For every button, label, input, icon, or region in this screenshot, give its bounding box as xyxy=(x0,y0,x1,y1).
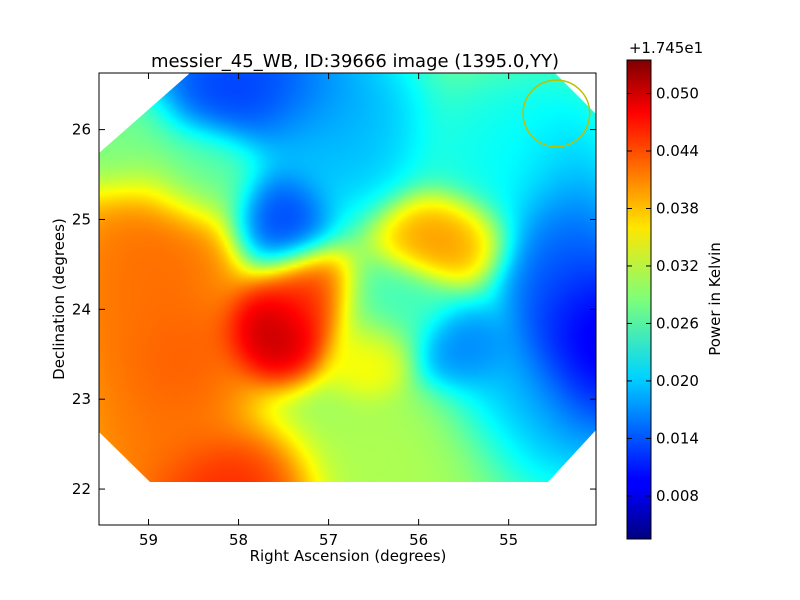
colorbar-frame xyxy=(626,59,652,540)
colorbar-tick-label: 0.014 xyxy=(656,429,699,447)
x-axis-label: Right Ascension (degrees) xyxy=(250,547,447,565)
y-tick-label: 22 xyxy=(72,480,91,498)
x-axis-ticks: 59 58 57 56 55 xyxy=(139,73,518,549)
beam-circle xyxy=(522,79,591,148)
colorbar-tick-label: 0.008 xyxy=(656,487,699,505)
chart-title: messier_45_WB, ID:39666 image (1395.0,YY… xyxy=(151,51,559,72)
y-tick-label: 24 xyxy=(72,300,91,318)
colorbar-tick-label: 0.044 xyxy=(656,142,699,160)
y-tick-label: 26 xyxy=(72,121,91,139)
colorbar-offset-text: +1.745e1 xyxy=(629,39,703,57)
plot-frame xyxy=(98,72,597,526)
x-tick-label: 56 xyxy=(409,531,428,549)
colorbar-gradient xyxy=(627,60,651,539)
colorbar-tick-label: 0.026 xyxy=(656,314,699,332)
heatmap-image xyxy=(99,73,596,482)
colorbar-tick-label: 0.038 xyxy=(656,199,699,217)
colorbar-label: Power in Kelvin xyxy=(706,242,724,356)
x-tick-label: 59 xyxy=(139,531,158,549)
heatmap-raster xyxy=(99,73,596,482)
colorbar-tick-label: 0.032 xyxy=(656,257,699,275)
colorbar-tick-label: 0.020 xyxy=(656,372,699,390)
colorbar-ticks: 0.008 0.014 0.020 0.026 0.032 0.038 0.044 0.050 xyxy=(627,85,699,505)
y-axis-label: Declination (degrees) xyxy=(50,218,68,380)
y-axis-ticks: 22 23 24 25 26 xyxy=(72,121,596,498)
y-tick-label: 23 xyxy=(72,390,91,408)
x-tick-label: 57 xyxy=(319,531,338,549)
x-tick-label: 55 xyxy=(499,531,518,549)
y-tick-label: 25 xyxy=(72,210,91,228)
colorbar-tick-label: 0.050 xyxy=(656,85,699,103)
x-tick-label: 58 xyxy=(229,531,248,549)
